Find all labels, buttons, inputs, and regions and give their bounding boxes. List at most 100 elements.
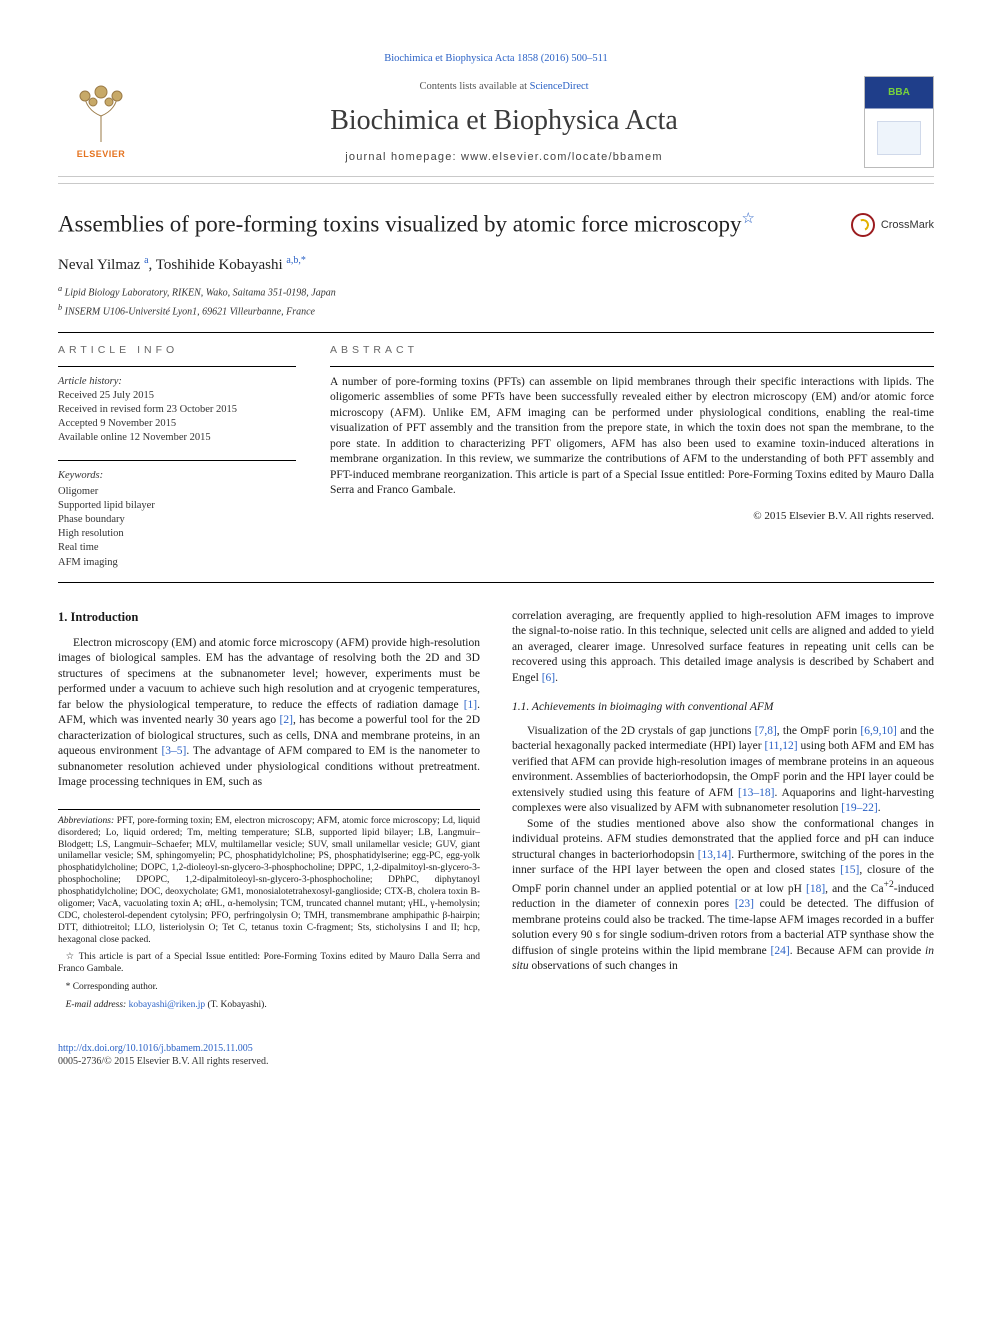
citation-link[interactable]: [7,8]	[755, 725, 777, 737]
cover-badge: BBA	[888, 86, 910, 100]
citation-link[interactable]: [18]	[806, 883, 825, 895]
copyright: © 2015 Elsevier B.V. All rights reserved…	[330, 509, 934, 524]
publisher-wordmark: ELSEVIER	[77, 148, 126, 160]
crossmark-icon	[851, 213, 875, 237]
journal-name: Biochimica et Biophysica Acta	[144, 102, 864, 140]
corresponding-author: * Corresponding author.	[58, 982, 480, 994]
text-run: . Because AFM can provide	[790, 945, 925, 957]
author-list: Neval Yilmaz a, Toshihide Kobayashi a,b,…	[58, 254, 934, 275]
citation-link[interactable]: [15]	[840, 864, 859, 876]
rule	[58, 366, 296, 367]
author-affil-mark[interactable]: a	[144, 255, 148, 266]
keyword: High resolution	[58, 527, 296, 541]
citation-link[interactable]: [13–18]	[738, 787, 774, 799]
abbreviations: Abbreviations: PFT, pore-forming toxin; …	[58, 816, 480, 947]
keyword: Phase boundary	[58, 513, 296, 527]
keyword: Real time	[58, 541, 296, 555]
rule	[330, 366, 934, 367]
abbrev-label: Abbreviations:	[58, 816, 114, 826]
citation-link[interactable]: [6]	[542, 672, 555, 684]
author[interactable]: Neval Yilmaz	[58, 257, 140, 273]
affiliation: b INSERM U106-Université Lyon1, 69621 Vi…	[58, 302, 934, 319]
text-run: , and the Ca	[825, 883, 883, 895]
history-line: Received in revised form 23 October 2015	[58, 403, 296, 417]
doi-link[interactable]: http://dx.doi.org/10.1016/j.bbamem.2015.…	[58, 1043, 253, 1054]
email-link[interactable]: kobayashi@riken.jp	[129, 1000, 206, 1010]
rule	[58, 332, 934, 333]
subsection-heading: 1.1. Achievements in bioimaging with con…	[512, 700, 934, 716]
masthead: ELSEVIER Contents lists available at Sci…	[58, 76, 934, 177]
journal-homepage: journal homepage: www.elsevier.com/locat…	[144, 150, 864, 165]
author-affil-mark[interactable]: a,b,*	[286, 255, 305, 266]
affiliation-text: Lipid Biology Laboratory, RIKEN, Wako, S…	[65, 287, 336, 298]
affiliation-text: INSERM U106-Université Lyon1, 69621 Vill…	[65, 306, 315, 317]
text-run: correlation averaging, are frequently ap…	[512, 610, 934, 684]
homepage-url[interactable]: www.elsevier.com/locate/bbamem	[461, 151, 663, 163]
affiliation: a Lipid Biology Laboratory, RIKEN, Wako,…	[58, 283, 934, 300]
text-run: , the OmpF porin	[777, 725, 861, 737]
keywords-label: Keywords:	[58, 469, 296, 483]
rule	[58, 460, 296, 461]
rule	[58, 582, 934, 583]
title-text: Assemblies of pore-forming toxins visual…	[58, 212, 741, 237]
issn-line: 0005-2736/© 2015 Elsevier B.V. All right…	[58, 1056, 268, 1067]
corr-label: Corresponding author.	[73, 982, 158, 992]
email-line: E-mail address: kobayashi@riken.jp (T. K…	[58, 1000, 480, 1012]
citation-link[interactable]: [11,12]	[765, 740, 798, 752]
email-label: E-mail address:	[66, 1000, 129, 1010]
citation-link[interactable]: [6,9,10]	[860, 725, 896, 737]
article-title: Assemblies of pore-forming toxins visual…	[58, 210, 851, 239]
email-suffix: (T. Kobayashi).	[205, 1000, 267, 1010]
keywords-list: Oligomer Supported lipid bilayer Phase b…	[58, 485, 296, 570]
abstract-label: ABSTRACT	[330, 343, 934, 357]
citation-link[interactable]: [24]	[771, 945, 790, 957]
contents-line: Contents lists available at ScienceDirec…	[144, 80, 864, 94]
history-line: Accepted 9 November 2015	[58, 417, 296, 431]
author[interactable]: Toshihide Kobayashi	[156, 257, 283, 273]
section-heading: 1. Introduction	[58, 609, 480, 626]
article-history: Article history: Received 25 July 2015 R…	[58, 375, 296, 446]
journal-citation[interactable]: Biochimica et Biophysica Acta 1858 (2016…	[58, 52, 934, 66]
history-line: Received 25 July 2015	[58, 389, 296, 403]
corr-mark: *	[66, 982, 71, 992]
rule	[58, 183, 934, 184]
history-line: Available online 12 November 2015	[58, 431, 296, 445]
text-run: .	[878, 802, 881, 814]
text-run: Electron microscopy (EM) and atomic forc…	[58, 637, 480, 711]
cover-mini-image	[877, 121, 921, 155]
text-run: Visualization of the 2D crystals of gap …	[527, 725, 755, 737]
keyword: Supported lipid bilayer	[58, 499, 296, 513]
superscript: +2	[884, 879, 894, 890]
crossmark-label: CrossMark	[881, 218, 934, 233]
title-footnote-marker[interactable]: ☆	[741, 211, 754, 227]
journal-cover-thumb: BBA	[864, 76, 934, 168]
sciencedirect-link[interactable]: ScienceDirect	[530, 81, 589, 92]
citation-link[interactable]: [19–22]	[841, 802, 877, 814]
body-para: Some of the studies mentioned above also…	[512, 817, 934, 975]
special-issue-note: ☆ This article is part of a Special Issu…	[58, 952, 480, 976]
history-label: Article history:	[58, 376, 122, 387]
elsevier-tree-icon	[71, 84, 131, 144]
body-para: correlation averaging, are frequently ap…	[512, 609, 934, 687]
body-para: Electron microscopy (EM) and atomic forc…	[58, 636, 480, 791]
abstract-text: A number of pore-forming toxins (PFTs) c…	[330, 375, 934, 499]
keyword: Oligomer	[58, 485, 296, 499]
footnote-block: Abbreviations: PFT, pore-forming toxin; …	[58, 809, 480, 1012]
journal-citation-link[interactable]: Biochimica et Biophysica Acta 1858 (2016…	[384, 53, 608, 64]
homepage-prefix: journal homepage:	[345, 151, 461, 163]
publisher-logo: ELSEVIER	[58, 76, 144, 168]
citation-link[interactable]: [1]	[464, 699, 477, 711]
citation-link[interactable]: [2]	[280, 714, 293, 726]
body-columns: 1. Introduction Electron microscopy (EM)…	[58, 609, 934, 1012]
citation-link[interactable]: [3–5]	[161, 745, 186, 757]
abbrev-text: PFT, pore-forming toxin; EM, electron mi…	[58, 816, 480, 945]
article-info-label: ARTICLE INFO	[58, 343, 296, 357]
keyword: AFM imaging	[58, 556, 296, 570]
citation-link[interactable]: [23]	[735, 898, 754, 910]
text-run: observations of such changes in	[529, 960, 678, 972]
contents-prefix: Contents lists available at	[419, 81, 529, 92]
crossmark-badge[interactable]: CrossMark	[851, 213, 934, 237]
citation-link[interactable]: [13,14]	[698, 849, 732, 861]
page-footer: http://dx.doi.org/10.1016/j.bbamem.2015.…	[58, 1042, 934, 1069]
body-para: Visualization of the 2D crystals of gap …	[512, 724, 934, 817]
